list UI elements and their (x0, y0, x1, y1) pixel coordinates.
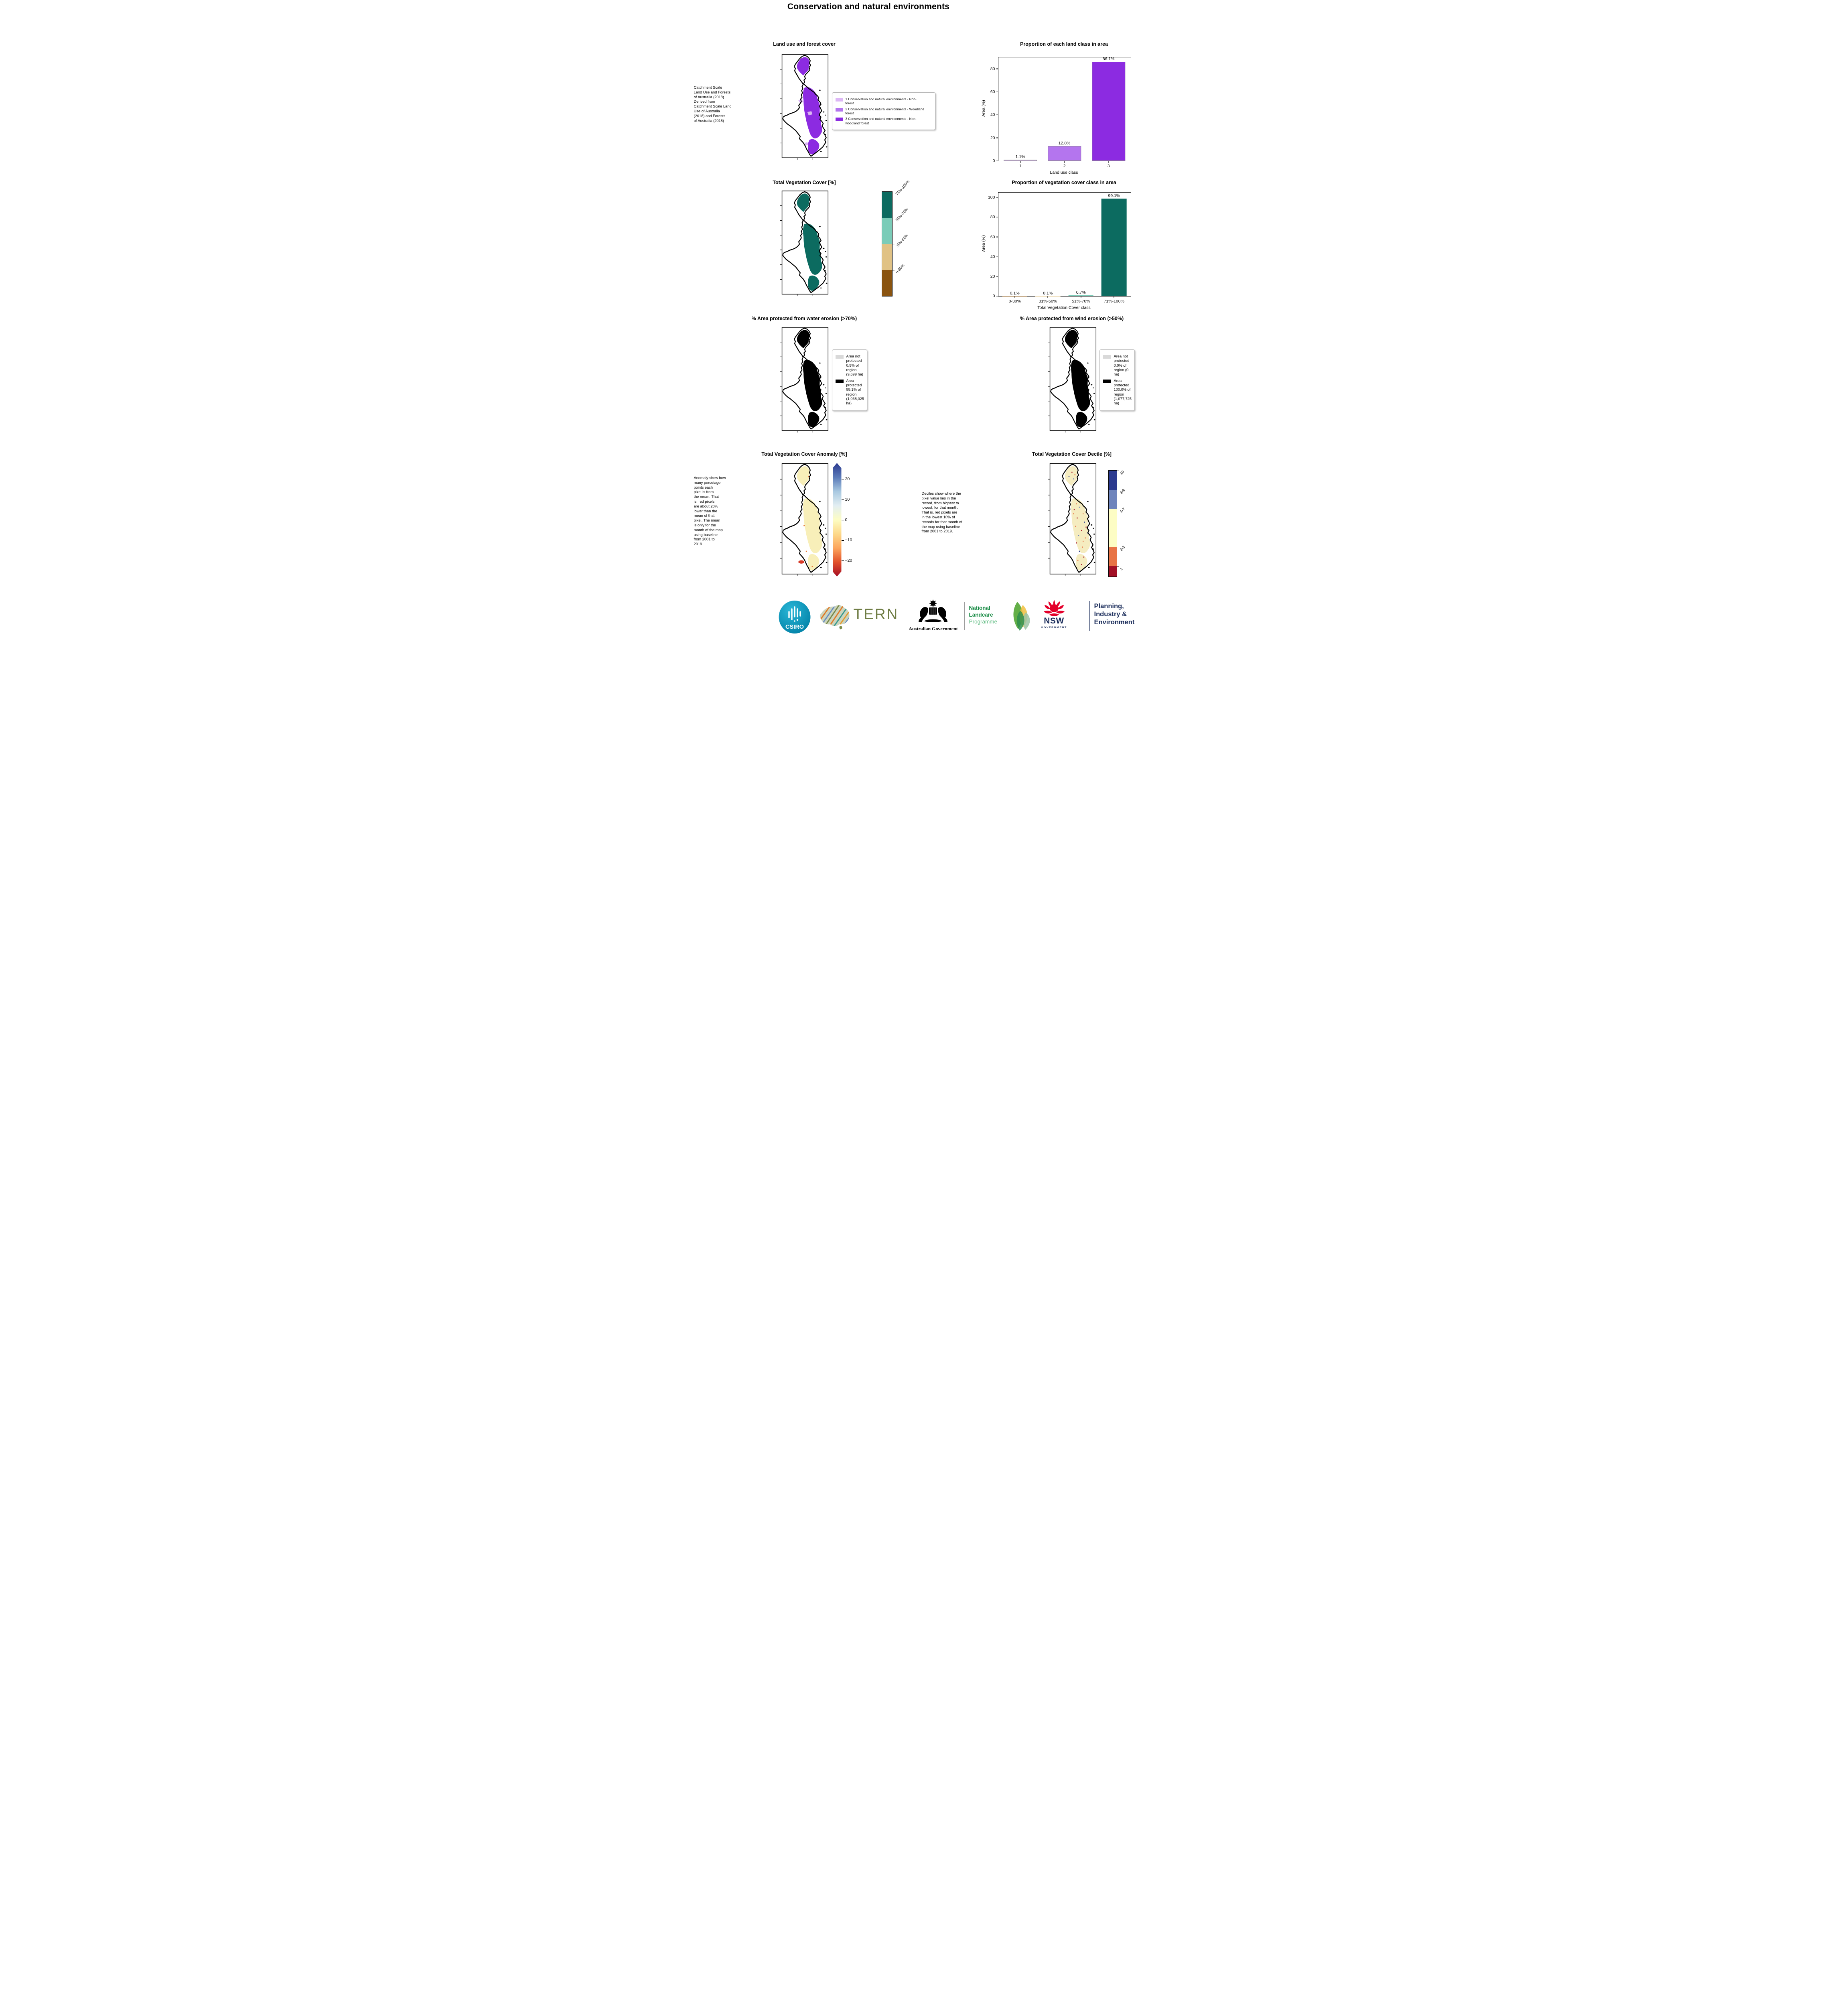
veg-class-chart-title: Proportion of vegetation cover class in … (1012, 180, 1116, 185)
water-erosion-title: % Area protected from water erosion (>70… (751, 316, 857, 321)
veg-class-xlabel: Total Vegetation Cover class (1037, 305, 1091, 310)
class3-swatch (835, 118, 843, 122)
landcare-line: National (969, 605, 990, 611)
veg-class-ylabel: Area (%) (981, 235, 986, 252)
protected-swatch (835, 379, 844, 383)
decile-map (1047, 463, 1096, 577)
legend-label: Area protected 99.1% of region (1,068,02… (846, 378, 864, 406)
wind-erosion-legend: Area not protected 0.0% of region (0 ha)… (1099, 349, 1135, 411)
planning-line: Planning, (1094, 603, 1124, 610)
land-class-chart-title: Proportion of each land class in area (1020, 41, 1108, 47)
tern-logo-text: TERN (853, 606, 899, 622)
veg-cover-colorbar: 71%-100% 51%-70% 31%-50% 0-30% (881, 179, 911, 296)
svg-text:CSIRO: CSIRO (785, 624, 804, 630)
separator-line (964, 602, 965, 630)
legend-label: 3 Conservation and natural environments … (845, 117, 917, 125)
class2-swatch (835, 108, 843, 112)
anomaly-colorbar: 20 10 0 −10 −20 (832, 463, 852, 577)
land-class-xlabel: Land use class (1050, 170, 1078, 175)
not-protected-swatch (835, 355, 844, 359)
water-erosion-map (779, 327, 828, 433)
wind-erosion-map (1047, 327, 1096, 433)
veg-cover-map (779, 191, 828, 296)
land-use-map (779, 54, 828, 160)
report-page: Conservation and natural environments La… (693, 0, 1155, 641)
land-class-ylabel: Area (%) (981, 100, 986, 117)
landcare-leaves-icon (1013, 602, 1030, 631)
land-class-bar-chart: 0 20 40 60 80 1.1% 1 12.8% 2 86.1% 3 (990, 57, 1131, 169)
legend-item: 2 Conservation and natural environments … (835, 107, 932, 116)
anomaly-title: Total Vegetation Cover Anomaly [%] (761, 451, 847, 457)
anomaly-map (779, 463, 828, 577)
legend-label: 2 Conservation and natural environments … (845, 107, 924, 116)
land-use-side-note: Catchment Scale Land Use and Forests of … (694, 85, 732, 123)
not-protected-swatch (1103, 355, 1111, 359)
australian-government-crest-icon (918, 599, 947, 622)
tern-australia-icon (820, 605, 850, 629)
planning-line: Industry & (1094, 610, 1127, 618)
landcare-line: Programme (969, 618, 998, 625)
veg-cover-map-title: Total Vegetation Cover [%] (773, 180, 836, 185)
page-title: Conservation and natural environments (787, 2, 950, 11)
csiro-starburst-icon (788, 606, 801, 620)
land-use-map-title: Land use and forest cover (773, 41, 836, 47)
protected-swatch (1103, 379, 1111, 383)
decile-colorbar: 10 8-9 4-7 2-3 1 (1108, 470, 1126, 577)
legend-item: 1 Conservation and natural environments … (835, 97, 932, 106)
land-use-legend: 1 Conservation and natural environments … (832, 92, 935, 130)
nsw-logo-text: NSW (1044, 616, 1064, 625)
legend-label: Area protected 100.0% of region (1,077,7… (1114, 378, 1132, 406)
legend-label: Area not protected 0.0% of region (0 ha) (1114, 354, 1130, 377)
class1-swatch (835, 98, 843, 102)
anomaly-note: Anomaly show how many percetage points e… (694, 476, 726, 546)
landcare-line: Landcare (969, 611, 993, 618)
water-erosion-legend: Area not protected 0.9% of region (9,699… (832, 349, 867, 411)
legend-item: 3 Conservation and natural environments … (835, 117, 932, 125)
wind-erosion-title: % Area protected from wind erosion (>50%… (1020, 316, 1124, 321)
csiro-logo: CSIRO (779, 601, 810, 633)
legend-label: Area not protected 0.9% of region (9,699… (846, 354, 863, 377)
nsw-waratah-icon (1043, 600, 1065, 616)
veg-class-bar-chart: 0 20 40 60 80 100 0.1% 0-30% 0.1% 31%-50% 0.7% 51%-… (988, 192, 1131, 304)
australian-government-text: Australian Government (909, 626, 958, 631)
decile-title: Total Vegetation Cover Decile [%] (1032, 451, 1112, 457)
legend-item: Area not protected 0.9% of region (9,699… (835, 354, 864, 377)
legend-label: 1 Conservation and natural environments … (845, 97, 917, 106)
legend-item: Area protected 100.0% of region (1,077,7… (1103, 378, 1132, 406)
planning-line: Environment (1094, 618, 1135, 626)
nsw-government-text: GOVERNMENT (1041, 626, 1067, 629)
separator-line (1089, 601, 1090, 631)
decile-note: Deciles show where the pixel value lies … (921, 491, 962, 534)
legend-item: Area protected 99.1% of region (1,068,02… (835, 378, 864, 406)
landcare-logo-text: National Landcare Programme (969, 605, 998, 625)
planning-logo-text: Planning, Industry & Environment (1094, 603, 1135, 626)
legend-item: Area not protected 0.0% of region (0 ha) (1103, 354, 1131, 377)
